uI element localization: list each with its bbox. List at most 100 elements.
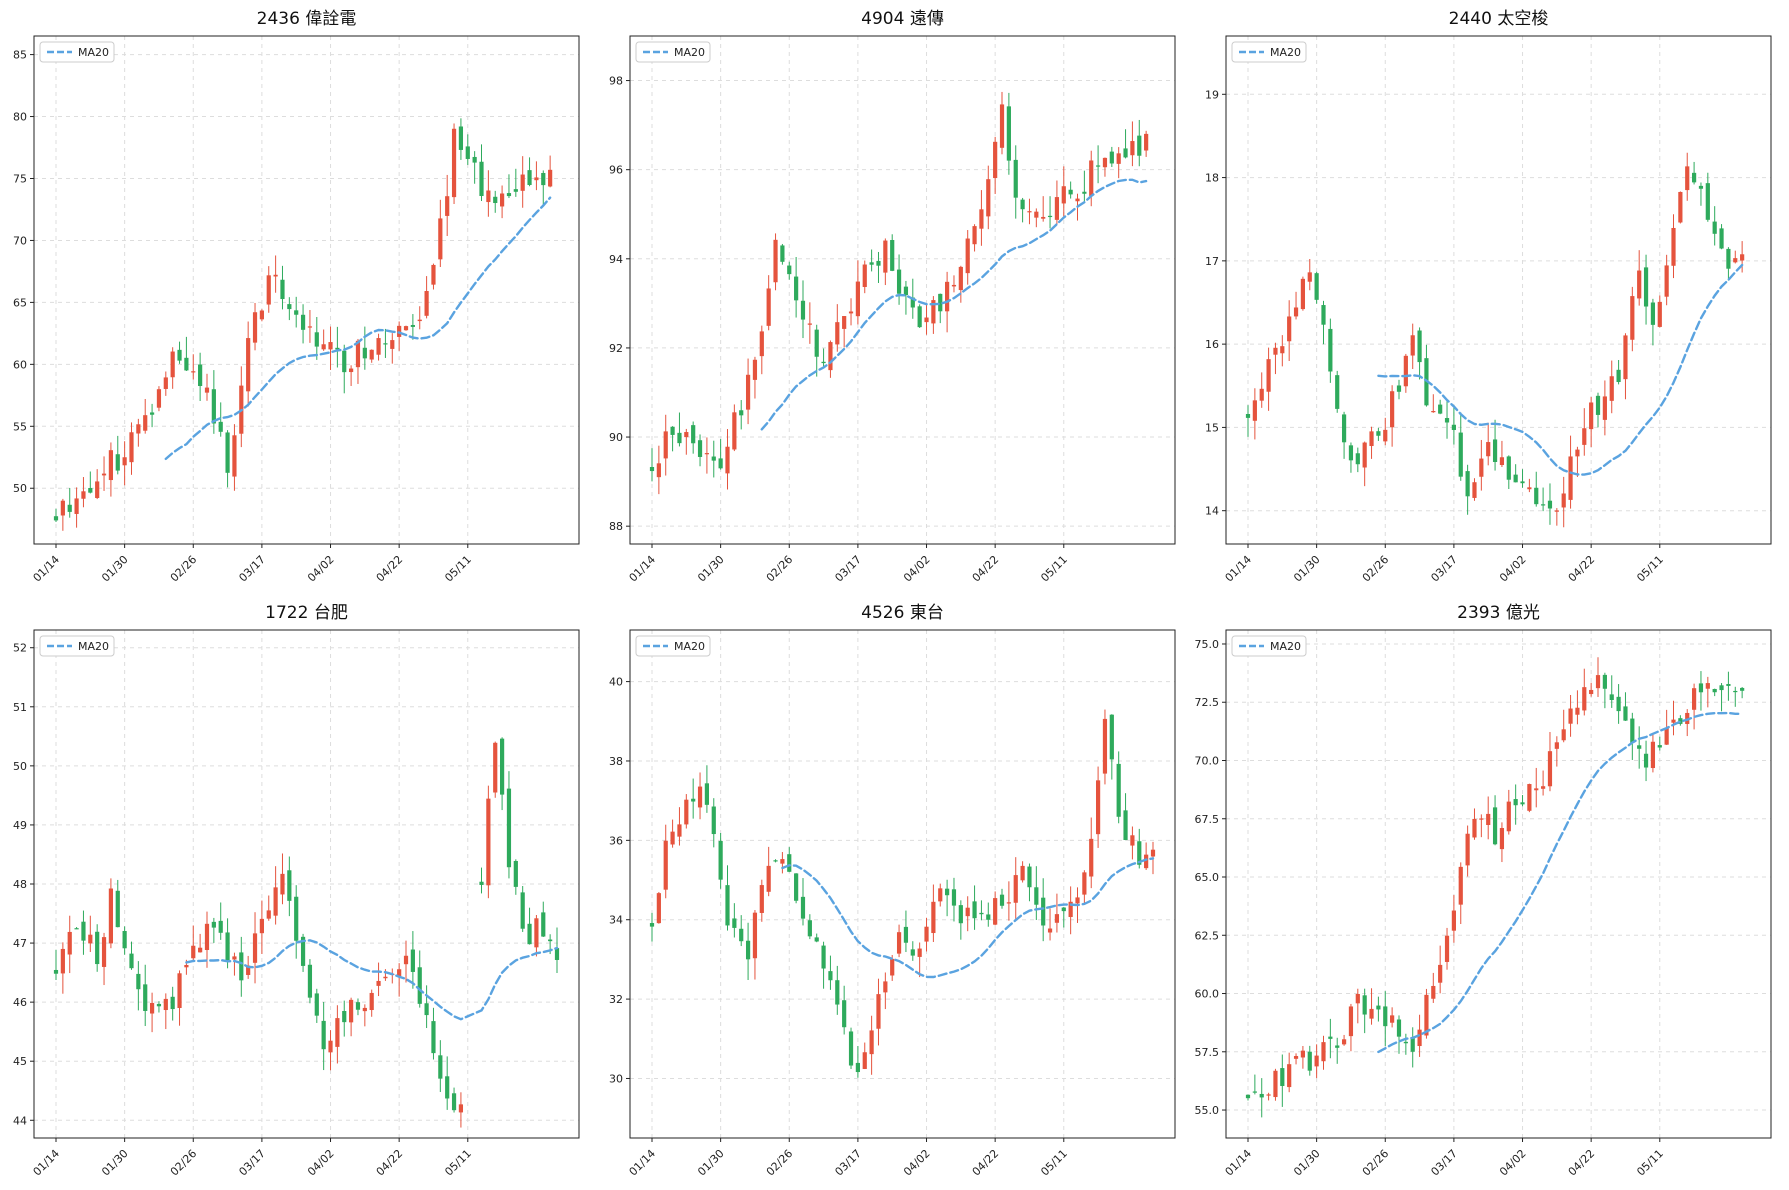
candle-body — [1034, 887, 1039, 905]
candle-body — [232, 435, 237, 477]
candle-body — [732, 412, 737, 450]
candle-body — [1582, 687, 1587, 711]
chart-panel-6: 2393 億光 55.0 57.5 60.0 62.5 65.0 67.5 70.0 72.5 7… — [1195, 603, 1772, 1179]
candle-body — [1061, 907, 1066, 912]
candle-body — [745, 940, 751, 960]
candle-body — [828, 971, 833, 981]
candle-body — [499, 193, 505, 207]
candle-body — [1130, 141, 1135, 156]
candle-body — [479, 161, 484, 197]
y-tick-label: 15 — [1205, 421, 1219, 434]
candle-body — [1595, 395, 1601, 415]
candle-body — [1109, 151, 1114, 164]
candle-body — [177, 973, 182, 1008]
ma20-line — [760, 178, 1148, 431]
candle-body — [321, 1020, 326, 1050]
x-tick-label: 05/11 — [442, 553, 474, 585]
candle-body — [1499, 828, 1505, 850]
x-tick-label: 01/14 — [627, 553, 659, 585]
candle-body — [1589, 689, 1594, 695]
candle-body — [376, 980, 381, 986]
candle-body — [369, 992, 374, 1011]
grid-lines — [34, 36, 579, 544]
candle-body — [225, 432, 230, 473]
candle-body — [842, 1000, 847, 1028]
plot-frame — [33, 35, 580, 545]
candle-body — [917, 306, 922, 328]
candle-body — [1520, 481, 1525, 484]
candle-body — [149, 1002, 155, 1014]
candle-body — [1513, 474, 1518, 483]
y-tick-label: 52 — [13, 642, 27, 655]
y-tick-label: 50 — [13, 482, 27, 495]
candle-body — [1348, 1006, 1354, 1037]
candle-body — [1486, 813, 1491, 825]
y-tick-label: 45 — [13, 1055, 27, 1068]
candle-body — [108, 450, 114, 481]
candle-body — [1376, 1005, 1381, 1010]
candle-body — [355, 1002, 361, 1010]
candle-body — [649, 467, 655, 472]
candle-body — [1006, 106, 1011, 161]
candle-body — [266, 275, 271, 305]
candle-body — [300, 936, 306, 966]
candle-body — [1664, 727, 1669, 745]
candle-body — [752, 912, 758, 959]
chart-panel-1: 2436 偉詮電 50 55 60 65 70 75 80 85 01/14 01/30 02/26 0… — [13, 9, 580, 585]
x-tick-label: 04/02 — [305, 553, 337, 585]
candle-body — [848, 311, 854, 314]
candle-body — [493, 196, 498, 204]
grid-lines — [34, 630, 579, 1138]
candle-body — [1609, 376, 1614, 401]
y-tick-label: 44 — [13, 1114, 27, 1127]
x-tick-label: 02/26 — [1360, 553, 1392, 585]
candle-body — [1041, 897, 1046, 926]
candle-body — [252, 312, 258, 343]
legend-label: MA20 — [78, 640, 109, 653]
legend-box — [39, 41, 115, 63]
candle-body — [211, 389, 216, 424]
candle-body — [732, 918, 737, 928]
candle-body — [1376, 431, 1381, 436]
legend-label: MA20 — [1270, 46, 1301, 59]
candle-body — [143, 415, 148, 431]
x-tick-label: 01/30 — [695, 1147, 727, 1179]
x-tick-label: 05/11 — [1038, 553, 1070, 585]
candle-body — [1691, 172, 1697, 183]
candle-body — [376, 338, 381, 355]
candle-body — [1245, 414, 1251, 418]
candle-body — [1020, 199, 1025, 210]
candle-body — [548, 169, 553, 187]
candle-body — [177, 349, 182, 361]
candle-body — [1410, 1037, 1415, 1052]
x-tick-label: 01/30 — [1291, 1147, 1323, 1179]
y-tick-label: 18 — [1205, 172, 1219, 185]
candle-body — [979, 209, 984, 229]
candle-body — [1116, 763, 1121, 817]
candle-body — [445, 1076, 450, 1099]
chart-title: 2440 太空梭 — [1449, 9, 1549, 29]
candle-body — [362, 347, 367, 359]
candle-body — [945, 888, 950, 896]
candle-body — [677, 432, 682, 444]
ma20-line — [1377, 263, 1744, 476]
candle-body — [170, 996, 175, 1010]
y-tick-label: 36 — [609, 834, 623, 847]
candle-body — [1335, 1045, 1340, 1048]
candle-body — [541, 172, 546, 186]
x-tick-label: 03/17 — [832, 1147, 864, 1179]
candle-body — [780, 859, 785, 864]
candle-body — [1444, 935, 1450, 962]
candle-body — [1095, 780, 1101, 835]
candle-body — [1664, 265, 1669, 297]
candle-body — [218, 920, 223, 933]
candle-body — [725, 446, 730, 474]
candle-body — [1417, 330, 1422, 363]
chart-title: 1722 台肥 — [265, 603, 348, 623]
candle-body — [95, 931, 100, 965]
candle-body — [218, 421, 223, 432]
candle-body — [232, 956, 237, 960]
y-tick-label: 34 — [609, 914, 623, 927]
candle-body — [1293, 1056, 1299, 1059]
candle-body — [156, 389, 162, 408]
